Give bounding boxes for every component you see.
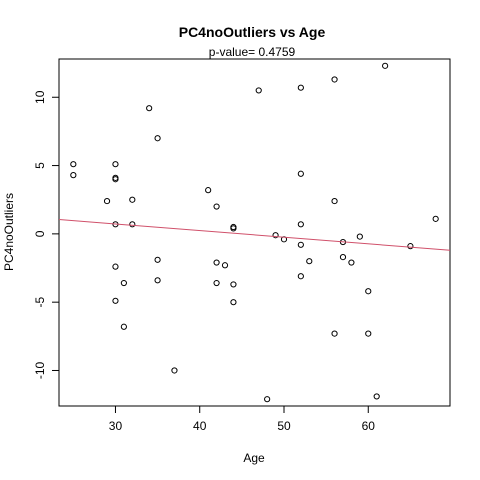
data-point (331, 76, 338, 83)
data-point (373, 393, 380, 400)
data-point (213, 279, 220, 287)
data-point (255, 87, 262, 94)
data-point (154, 277, 161, 284)
data-point (120, 323, 127, 330)
data-point (146, 105, 153, 112)
data-point (221, 262, 229, 269)
data-point (129, 196, 136, 203)
data-point (365, 330, 372, 337)
chart-title: PC4noOutliers vs Age (179, 24, 326, 40)
data-point (306, 258, 313, 265)
y-tick-label: 5 (33, 162, 47, 169)
data-point (356, 233, 363, 240)
data-point (297, 273, 304, 280)
data-point (103, 197, 111, 205)
data-point (230, 281, 237, 288)
data-point (264, 396, 271, 403)
x-tick-label: 60 (362, 419, 376, 433)
y-tick-label: -10 (33, 361, 47, 379)
x-axis-label: Age (243, 451, 265, 465)
data-point (331, 197, 338, 205)
data-point (129, 221, 136, 228)
data-point (112, 176, 119, 183)
data-point (365, 288, 372, 295)
data-point (339, 253, 347, 261)
data-point (382, 62, 389, 69)
regression-line (58, 219, 451, 251)
plot-frame (58, 58, 451, 407)
x-tick-label: 30 (109, 419, 123, 433)
data-point (213, 203, 220, 210)
data-point (230, 299, 237, 306)
y-tick-label: 10 (33, 90, 47, 104)
data-point (297, 84, 304, 91)
data-point (112, 161, 119, 168)
y-axis: -10 -5 0 5 10 (33, 90, 59, 379)
data-point (213, 259, 220, 266)
data-point (171, 367, 178, 374)
x-axis: 30 40 50 60 (109, 406, 375, 433)
data-point (272, 232, 279, 239)
x-tick-label: 40 (193, 419, 207, 433)
y-tick-label: 0 (33, 230, 47, 237)
data-point (70, 172, 77, 179)
data-point (112, 263, 119, 270)
y-axis-label: PC4noOutliers (2, 193, 16, 271)
data-points (70, 62, 439, 403)
data-point (230, 225, 237, 232)
data-point (154, 256, 161, 263)
data-point (205, 187, 212, 194)
data-point (112, 297, 119, 304)
y-tick-label: -5 (33, 297, 47, 308)
x-tick-label: 50 (277, 419, 291, 433)
data-point (297, 170, 304, 177)
data-point (297, 221, 304, 228)
data-point (297, 241, 304, 248)
data-point (348, 259, 355, 266)
data-point (432, 215, 439, 222)
chart-subtitle: p-value= 0.4759 (209, 45, 296, 59)
data-point (407, 243, 414, 250)
data-point (70, 161, 77, 168)
data-point (154, 135, 161, 142)
data-point (120, 279, 127, 287)
data-point (331, 330, 338, 337)
